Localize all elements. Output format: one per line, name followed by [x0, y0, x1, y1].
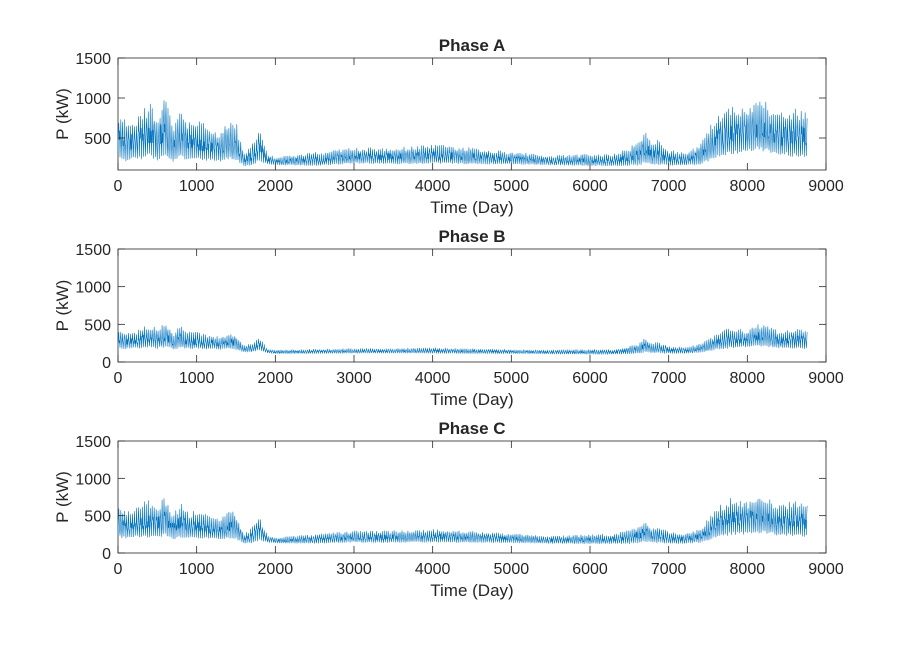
x-tick-label: 4000 [415, 370, 451, 387]
y-axis-label: P (kW) [53, 88, 72, 140]
y-tick-label: 1500 [75, 434, 111, 451]
x-tick-label: 3000 [336, 561, 372, 578]
x-tick-label: 9000 [808, 561, 844, 578]
y-tick-label: 500 [84, 131, 111, 148]
series-line [117, 497, 808, 545]
x-tick-label: 6000 [572, 561, 608, 578]
x-tick-label: 5000 [494, 370, 530, 387]
y-tick-label: 1000 [75, 91, 111, 108]
x-tick-label: 6000 [572, 178, 608, 195]
x-tick-label: 8000 [730, 561, 766, 578]
subplot-title: Phase C [438, 419, 505, 438]
x-tick-label: 0 [114, 561, 123, 578]
subplot-c: 0 1000 2000 3000 4000 5000 6000 7000 8000 9000 0 50… [53, 419, 844, 600]
y-tick-label: 0 [102, 355, 111, 372]
x-tick-label: 5000 [494, 178, 530, 195]
subplot-b: 0 1000 2000 3000 4000 5000 6000 7000 8000 9000 0 50… [53, 227, 844, 409]
x-tick-label: 4000 [415, 561, 451, 578]
x-axis-label: Time (Day) [430, 198, 513, 217]
y-tick-label: 1000 [75, 471, 111, 488]
x-tick-label: 8000 [730, 370, 766, 387]
x-tick-label: 1000 [179, 178, 215, 195]
y-axis-label: P (kW) [53, 471, 72, 523]
x-tick-label: 3000 [336, 370, 372, 387]
y-tick-label: 1500 [75, 242, 111, 259]
series-line [117, 100, 808, 166]
x-axis-label: Time (Day) [430, 390, 513, 409]
x-tick-label: 9000 [808, 370, 844, 387]
y-tick-label: 500 [84, 317, 111, 334]
y-axis-label: P (kW) [53, 280, 72, 332]
x-tick-label: 2000 [258, 370, 294, 387]
x-tick-label: 4000 [415, 178, 451, 195]
x-tick-label: 9000 [808, 178, 844, 195]
x-tick-label: 1000 [179, 370, 215, 387]
x-tick-label: 0 [114, 178, 123, 195]
x-tick-label: 2000 [258, 178, 294, 195]
x-tick-label: 7000 [651, 561, 687, 578]
subplot-title: Phase A [439, 36, 505, 55]
y-tick-label: 500 [84, 509, 111, 526]
series-line [117, 324, 808, 355]
x-tick-label: 5000 [494, 561, 530, 578]
x-tick-label: 6000 [572, 370, 608, 387]
y-tick-label: 1000 [75, 280, 111, 297]
x-tick-label: 2000 [258, 561, 294, 578]
x-tick-label: 7000 [651, 370, 687, 387]
x-axis-label: Time (Day) [430, 581, 513, 600]
x-tick-label: 7000 [651, 178, 687, 195]
subplot-title: Phase B [438, 227, 505, 246]
x-tick-label: 8000 [730, 178, 766, 195]
y-tick-label: 0 [102, 546, 111, 563]
x-tick-label: 3000 [336, 178, 372, 195]
subplot-a: 0 1000 2000 3000 4000 5000 6000 7000 8000 9000 500… [53, 36, 844, 217]
y-tick-label: 1500 [75, 51, 111, 68]
x-tick-label: 1000 [179, 561, 215, 578]
x-tick-label: 0 [114, 370, 123, 387]
